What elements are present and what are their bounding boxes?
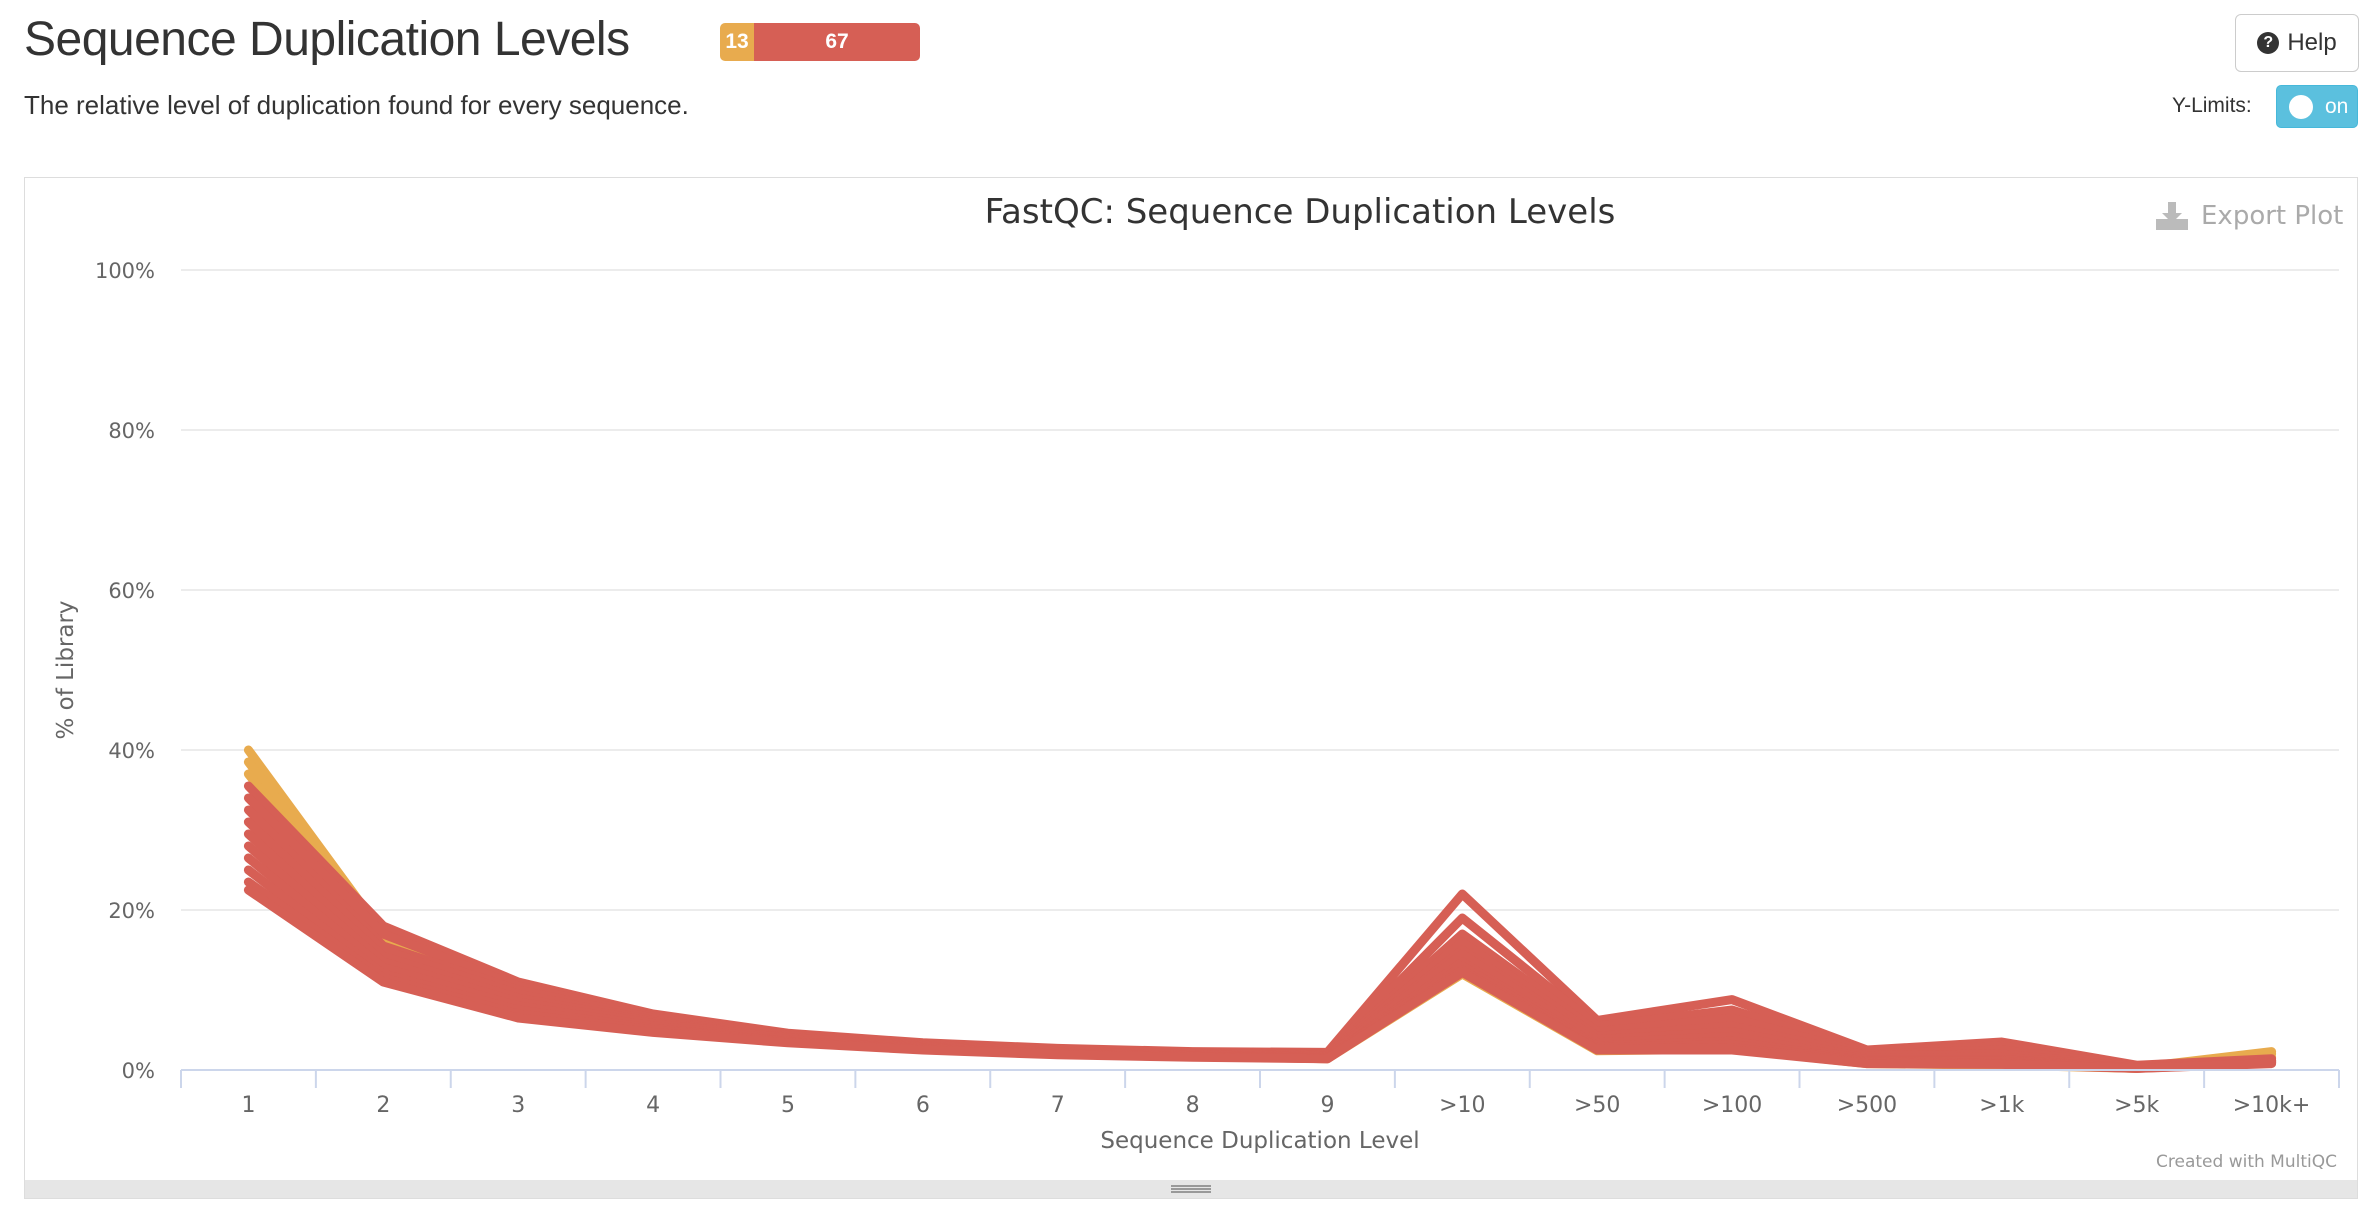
question-circle-icon: ?	[2257, 32, 2280, 54]
ylimits-toggle[interactable]: on	[2276, 85, 2358, 128]
duplication-line-chart[interactable]: 0% 20% 40% 60% 80% 100% 1 2 3 4 5 6 7 8 9 >10 >50 >100 >50…	[25, 178, 2357, 1198]
x-tick-label: >50	[1574, 1093, 1620, 1118]
x-tick-label: 8	[1186, 1093, 1200, 1118]
plot-resize-handle[interactable]	[25, 1180, 2357, 1198]
x-tick-label: >10k+	[2233, 1093, 2311, 1118]
section-description: The relative level of duplication found …	[24, 90, 689, 120]
status-progress-bar[interactable]: 13 67	[720, 23, 920, 61]
series-layer	[243, 745, 2277, 1073]
ylimits-label: Y-Limits:	[2172, 94, 2252, 117]
x-tick-label: 9	[1320, 1093, 1334, 1118]
chart-title: FastQC: Sequence Duplication Levels	[985, 192, 1616, 232]
help-button-label: Help	[2287, 29, 2337, 56]
x-axis-title: Sequence Duplication Level	[1100, 1128, 1419, 1154]
export-plot-label: Export Plot	[2201, 201, 2344, 231]
series-line-fail[interactable]	[243, 885, 2277, 1073]
y-tick-label: 0%	[122, 1059, 155, 1083]
y-tick-label: 40%	[108, 739, 155, 763]
status-fail-count[interactable]: 67	[754, 23, 920, 61]
x-tick-label: >5k	[2114, 1093, 2159, 1118]
download-icon	[2156, 202, 2188, 230]
grid-lines	[181, 269, 2339, 911]
x-tick-label: 4	[646, 1093, 660, 1118]
series-line-fail[interactable]	[243, 853, 2277, 1073]
series-line-fail[interactable]	[243, 841, 2277, 1073]
x-tick-label: 2	[376, 1093, 390, 1118]
y-tick-label: 80%	[108, 419, 155, 443]
y-tick-label: 100%	[95, 259, 155, 283]
y-axis-title: % of Library	[53, 600, 79, 739]
x-tick-label: >10	[1439, 1093, 1485, 1118]
y-tick-label: 20%	[108, 899, 155, 923]
plot-panel: 0% 20% 40% 60% 80% 100% 1 2 3 4 5 6 7 8 9 >10 >50 >100 >50…	[24, 177, 2358, 1199]
series-line-fail[interactable]	[243, 817, 2277, 1072]
help-button[interactable]: ? Help	[2235, 14, 2359, 72]
x-tick-label: 1	[241, 1093, 255, 1118]
x-axis	[180, 1069, 2340, 1088]
x-tick-label: >500	[1837, 1093, 1897, 1118]
series-line-fail[interactable]	[243, 829, 2277, 1072]
x-tick-label: 3	[511, 1093, 525, 1118]
x-tick-label: 6	[916, 1093, 930, 1118]
status-warn-count[interactable]: 13	[720, 23, 754, 61]
y-tick-label: 60%	[108, 579, 155, 603]
credits-link[interactable]: Created with MultiQC	[2156, 1152, 2337, 1172]
toggle-state-label: on	[2325, 94, 2349, 118]
grip-icon	[1171, 1185, 1211, 1193]
export-plot-button[interactable]: Export Plot	[2155, 201, 2343, 231]
series-line-fail[interactable]	[243, 865, 2277, 1073]
x-tick-label: >1k	[1979, 1093, 2024, 1118]
x-tick-label: >100	[1702, 1093, 1762, 1118]
series-line-fail[interactable]	[243, 805, 2277, 1071]
x-tick-label: 5	[781, 1093, 795, 1118]
axis-labels: 0% 20% 40% 60% 80% 100% 1 2 3 4 5 6 7 8 9 >10 >50 >100 >50…	[53, 192, 2310, 1154]
x-tick-label: 7	[1051, 1093, 1065, 1118]
page-title: Sequence Duplication Levels	[24, 13, 630, 66]
toggle-knob	[2289, 94, 2313, 119]
